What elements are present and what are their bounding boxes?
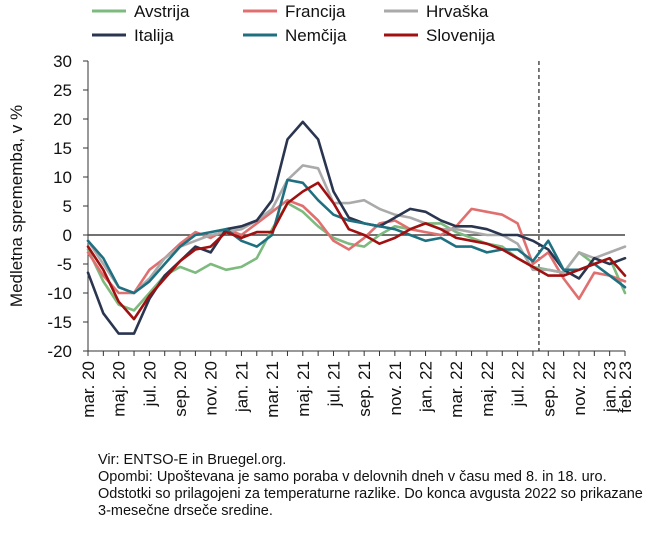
y-tick-label: -10 [47,284,72,303]
x-tick-label: nov. 22 [570,361,589,416]
x-tick-label: jul. 21 [324,361,343,407]
source-text: Vir: ENTSO-E in Bruegel.org. [98,452,287,468]
series-line-francija [86,198,627,301]
y-tick-label: -20 [47,342,72,361]
legend-item-hrvaška: Hrvaška [384,2,489,21]
y-tick-label: 15 [53,139,72,158]
x-tick-label: jan. 22 [417,361,436,413]
y-tick-label: 30 [53,52,72,71]
y-tick-label: 20 [53,110,72,129]
y-tick-label: -15 [47,313,72,332]
y-tick-label: 5 [63,197,72,216]
legend-item-francija: Francija [243,2,346,21]
series-line-slovenija [86,181,627,321]
series-lines [86,120,627,335]
x-axis: mar. 20 maj. 20 jul. 20 sep. 20 nov. 20 jan. … [79,61,635,418]
series-line-nemčija [86,178,627,295]
legend-label: Italija [134,26,174,45]
legend-label: Nemčija [285,26,347,45]
y-tick-label: 10 [53,168,72,187]
y-tick-label: -5 [57,255,72,274]
note-text: Opombi: Upoštevana je samo poraba v delo… [98,469,643,519]
y-tick-label: 25 [53,81,72,100]
series-line-italija [86,120,627,335]
x-tick-label: sep. 21 [355,361,374,417]
x-tick-label: jan. 21 [232,361,251,413]
x-tick-label: nov. 20 [202,361,221,416]
notes: Vir: ENTSO-E in Bruegel.org. Opombi: Upo… [98,452,643,520]
x-tick-label: feb. 23 [616,361,635,413]
x-tick-label: mar. 21 [263,361,282,418]
x-tick-label: maj. 22 [478,361,497,417]
legend-item-italija: Italija [92,26,174,45]
legend-item-nemčija: Nemčija [243,26,347,45]
legend-label: Francija [285,2,346,21]
x-tick-label: maj. 20 [110,361,129,417]
x-tick-label: mar. 20 [79,361,98,418]
x-tick-label: mar. 22 [447,361,466,418]
legend-label: Hrvaška [426,2,489,21]
legend-item-slovenija: Slovenija [384,26,496,45]
x-tick-label: sep. 22 [539,361,558,417]
x-tick-label: sep. 20 [171,361,190,417]
x-tick-label: nov. 21 [386,361,405,416]
legend-item-avstrija: Avstrija [92,2,190,21]
y-tick-label: 0 [63,226,72,245]
legend-label: Avstrija [134,2,190,21]
legend: Avstrija Francija Hrvaška Italija Nemčija Slo… [92,2,496,45]
x-tick-label: maj. 21 [294,361,313,417]
x-tick-label: jul. 20 [140,361,159,407]
x-tick-label: jul. 22 [509,361,528,407]
legend-label: Slovenija [426,26,496,45]
y-axis-label: Medletna sprememba, v % [7,105,26,307]
x-tick-label: jan. 23 [601,361,620,413]
line-chart: Avstrija Francija Hrvaška Italija Nemčija Slo… [7,2,635,418]
y-axis: 30 25 20 15 10 5 0 -5 -10 -15 -20 [47,52,89,361]
